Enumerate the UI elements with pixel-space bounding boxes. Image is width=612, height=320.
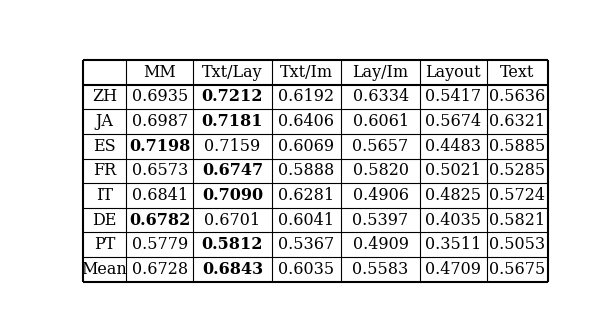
Text: ES: ES bbox=[93, 138, 116, 155]
Text: 0.4709: 0.4709 bbox=[425, 261, 481, 278]
Text: 0.7090: 0.7090 bbox=[202, 187, 263, 204]
Text: 0.5674: 0.5674 bbox=[425, 113, 481, 130]
Text: 0.6935: 0.6935 bbox=[132, 88, 188, 105]
Text: 0.6987: 0.6987 bbox=[132, 113, 188, 130]
Text: IT: IT bbox=[96, 187, 113, 204]
Text: 0.6334: 0.6334 bbox=[353, 88, 409, 105]
Text: Txt/Im: Txt/Im bbox=[280, 64, 333, 81]
Text: 0.6321: 0.6321 bbox=[489, 113, 545, 130]
Text: 0.6035: 0.6035 bbox=[278, 261, 335, 278]
Text: 0.4909: 0.4909 bbox=[353, 236, 409, 253]
Text: 0.5397: 0.5397 bbox=[353, 212, 409, 228]
Text: 0.5779: 0.5779 bbox=[132, 236, 188, 253]
Text: 0.6041: 0.6041 bbox=[278, 212, 335, 228]
Text: 0.6843: 0.6843 bbox=[202, 261, 263, 278]
Text: 0.6406: 0.6406 bbox=[278, 113, 335, 130]
Text: 0.5417: 0.5417 bbox=[425, 88, 481, 105]
Text: DE: DE bbox=[92, 212, 117, 228]
Text: 0.5888: 0.5888 bbox=[278, 162, 335, 179]
Text: 0.6701: 0.6701 bbox=[204, 212, 261, 228]
Text: 0.5821: 0.5821 bbox=[489, 212, 545, 228]
Text: 0.7159: 0.7159 bbox=[204, 138, 261, 155]
Text: MM: MM bbox=[143, 64, 176, 81]
Text: 0.7198: 0.7198 bbox=[129, 138, 190, 155]
Text: 0.4906: 0.4906 bbox=[353, 187, 409, 204]
Text: FR: FR bbox=[93, 162, 116, 179]
Text: 0.7181: 0.7181 bbox=[201, 113, 263, 130]
Text: 0.5021: 0.5021 bbox=[425, 162, 481, 179]
Text: 0.6573: 0.6573 bbox=[132, 162, 188, 179]
Text: 0.5675: 0.5675 bbox=[489, 261, 545, 278]
Text: 0.5636: 0.5636 bbox=[489, 88, 545, 105]
Text: 0.6841: 0.6841 bbox=[132, 187, 188, 204]
Text: PT: PT bbox=[94, 236, 115, 253]
Text: 0.6728: 0.6728 bbox=[132, 261, 188, 278]
Text: JA: JA bbox=[95, 113, 113, 130]
Text: 0.5367: 0.5367 bbox=[278, 236, 335, 253]
Text: 0.4825: 0.4825 bbox=[425, 187, 481, 204]
Text: 0.5885: 0.5885 bbox=[489, 138, 545, 155]
Text: 0.3511: 0.3511 bbox=[425, 236, 482, 253]
Text: 0.5820: 0.5820 bbox=[353, 162, 409, 179]
Text: 0.5657: 0.5657 bbox=[353, 138, 409, 155]
Text: Txt/Lay: Txt/Lay bbox=[202, 64, 263, 81]
Text: Layout: Layout bbox=[425, 64, 481, 81]
Text: 0.5724: 0.5724 bbox=[489, 187, 545, 204]
Text: ZH: ZH bbox=[92, 88, 117, 105]
Text: 0.5285: 0.5285 bbox=[489, 162, 545, 179]
Text: Mean: Mean bbox=[81, 261, 127, 278]
Text: 0.6069: 0.6069 bbox=[278, 138, 335, 155]
Text: 0.6782: 0.6782 bbox=[129, 212, 190, 228]
Text: 0.5583: 0.5583 bbox=[353, 261, 409, 278]
Text: 0.6281: 0.6281 bbox=[278, 187, 335, 204]
Text: Lay/Im: Lay/Im bbox=[353, 64, 409, 81]
Text: 0.5053: 0.5053 bbox=[489, 236, 545, 253]
Text: 0.6747: 0.6747 bbox=[202, 162, 263, 179]
Text: 0.4483: 0.4483 bbox=[425, 138, 481, 155]
Text: 0.5812: 0.5812 bbox=[201, 236, 263, 253]
Text: 0.6061: 0.6061 bbox=[353, 113, 409, 130]
Text: 0.7212: 0.7212 bbox=[201, 88, 263, 105]
Text: 0.6192: 0.6192 bbox=[278, 88, 335, 105]
Text: 0.4035: 0.4035 bbox=[425, 212, 481, 228]
Text: Text: Text bbox=[500, 64, 534, 81]
